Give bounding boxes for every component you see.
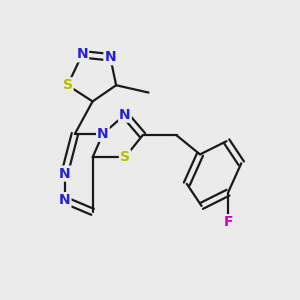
Text: N: N bbox=[97, 127, 109, 141]
Text: N: N bbox=[76, 47, 88, 61]
Text: N: N bbox=[59, 193, 70, 207]
Text: F: F bbox=[223, 215, 233, 229]
Text: N: N bbox=[119, 108, 131, 122]
Text: N: N bbox=[104, 50, 116, 64]
Text: N: N bbox=[59, 167, 70, 181]
Text: S: S bbox=[120, 150, 130, 164]
Text: S: S bbox=[63, 78, 73, 92]
